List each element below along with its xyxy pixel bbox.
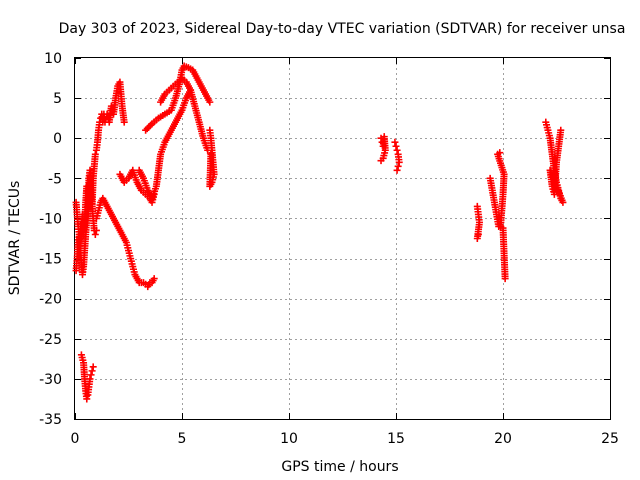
series-arc-3: [92, 194, 158, 291]
data-point: [206, 98, 214, 106]
y-tick-label: -20: [39, 292, 62, 308]
axis-ticks: [75, 58, 611, 420]
series-arc-5: [135, 86, 212, 202]
grid-lines: [75, 58, 610, 419]
y-tick-label: -5: [48, 171, 62, 187]
series-arc-10: [377, 133, 389, 165]
data-point: [392, 142, 400, 150]
data-point: [557, 126, 565, 134]
data-point: [87, 371, 95, 379]
y-tick-label: -35: [39, 412, 62, 428]
chart-title: Day 303 of 2023, Sidereal Day-to-day VTE…: [59, 21, 626, 37]
data-point: [393, 166, 401, 174]
y-tick-label: 5: [53, 91, 62, 107]
data-point: [394, 162, 402, 170]
x-tick-label: 5: [178, 431, 187, 447]
data-point: [120, 118, 128, 126]
x-tick-label: 0: [71, 431, 80, 447]
x-tick-label: 15: [387, 431, 405, 447]
series-arc-6: [142, 62, 214, 134]
series-arc-15: [542, 118, 567, 206]
data-point: [207, 150, 215, 158]
data-point: [395, 158, 403, 166]
data-point: [91, 150, 99, 158]
y-tick-label: -25: [39, 332, 62, 348]
data-point: [86, 375, 94, 383]
data-point: [474, 230, 482, 238]
y-tick-label: 10: [44, 51, 62, 67]
data-point: [83, 395, 91, 403]
data-point: [501, 275, 509, 283]
data-points: [72, 62, 567, 403]
x-tick-label: 10: [280, 431, 298, 447]
data-point: [88, 367, 96, 375]
tick-labels: 0 5 10 15 20 25 -35 -30 -25 -20 -15 -10 -5 0 5 10: [39, 51, 619, 447]
data-point: [377, 157, 385, 165]
y-tick-label: -15: [39, 252, 62, 268]
data-point: [91, 230, 99, 238]
data-point: [92, 226, 100, 234]
data-point: [150, 275, 158, 283]
data-point: [393, 146, 401, 154]
series-arc-12: [473, 202, 483, 242]
series-arc-9: [77, 351, 97, 403]
data-point: [391, 138, 399, 146]
y-tick-label: 0: [53, 131, 62, 147]
data-point: [496, 149, 504, 157]
y-tick-label: -30: [39, 372, 62, 388]
series-arc-8: [206, 126, 218, 190]
x-axis-label: GPS time / hours: [281, 459, 398, 475]
y-axis-label: SDTVAR / TECUs: [7, 181, 23, 296]
series-arc-11: [391, 138, 403, 174]
y-tick-label: -10: [39, 211, 62, 227]
x-tick-label: 20: [494, 431, 512, 447]
x-tick-label: 25: [601, 431, 619, 447]
series-arc-2: [72, 178, 100, 279]
plot-frame: [74, 57, 611, 420]
data-point: [89, 363, 97, 371]
data-point: [187, 86, 195, 94]
series-arc-7: [157, 74, 195, 106]
series-arc-14: [497, 222, 509, 283]
data-point: [473, 235, 481, 242]
